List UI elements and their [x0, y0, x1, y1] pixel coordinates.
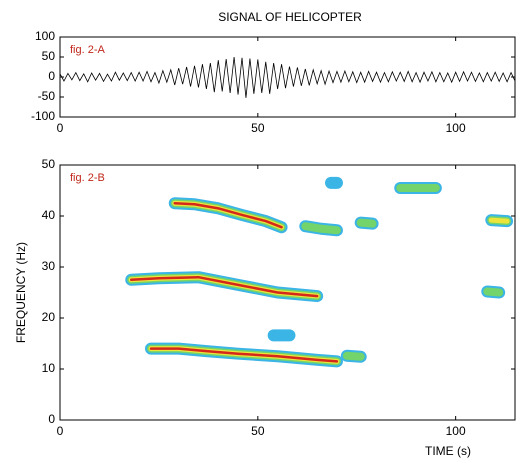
contour-band [483, 287, 504, 297]
y-tick-label: 0 [48, 412, 55, 426]
contour-band [342, 351, 365, 361]
x-tick-label: 100 [446, 121, 466, 135]
y-tick-label: -100 [31, 109, 55, 123]
y-tick-label: 20 [42, 310, 56, 324]
y-axis-label: FREQUENCY (Hz) [14, 242, 28, 343]
annotation: fig. 2-B [70, 172, 105, 184]
plot-area [125, 176, 514, 368]
plot-area [60, 56, 515, 98]
y-tick-label: 10 [42, 361, 56, 375]
contour-band [356, 218, 377, 228]
axes-frame [59, 164, 516, 421]
y-tick-label: 50 [42, 157, 56, 171]
waveform [60, 56, 515, 98]
x-tick-label: 0 [57, 121, 64, 135]
annotation: fig. 2-A [70, 44, 106, 56]
contour-band [173, 202, 283, 229]
y-tick-label: 100 [35, 29, 55, 43]
contour-band [149, 347, 339, 363]
subplot: 0 10 20 30 40 50 0 50 100 fig. 2-B TIME (s) FREQUEN… [14, 157, 516, 458]
x-tick-label: 0 [57, 424, 64, 438]
x-tick-label: 50 [251, 121, 265, 135]
x-tick-label: 100 [446, 424, 466, 438]
contour-band [301, 222, 341, 235]
contour-band [129, 275, 319, 298]
x-axis-label: TIME (s) [425, 444, 471, 458]
y-tick-label: 30 [42, 259, 56, 273]
chart-title: SIGNAL OF HELICOPTER [218, 10, 362, 24]
y-tick-label: 50 [42, 49, 56, 63]
x-tick-label: 50 [251, 424, 265, 438]
subplot: SIGNAL OF HELICOPTER -100 -50 0 50 100 0 50 100 f… [31, 10, 516, 135]
y-tick-label: -50 [38, 89, 56, 103]
y-tick-label: 0 [48, 69, 55, 83]
contour-band [488, 217, 510, 224]
y-tick-label: 40 [42, 208, 56, 222]
